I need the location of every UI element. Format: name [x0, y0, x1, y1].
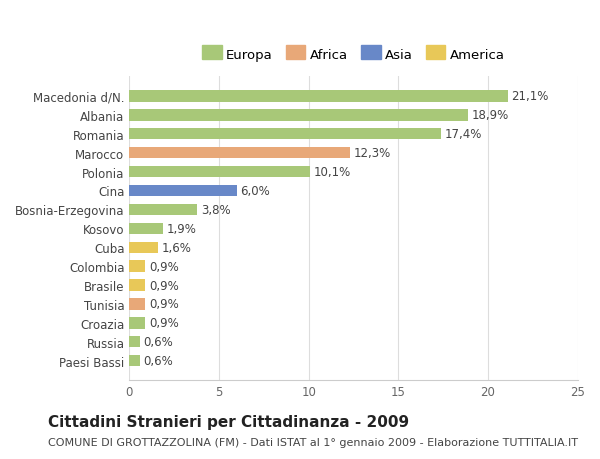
Text: 17,4%: 17,4%	[445, 128, 482, 141]
Text: 1,6%: 1,6%	[161, 241, 191, 254]
Text: 18,9%: 18,9%	[472, 109, 509, 122]
Text: 0,6%: 0,6%	[144, 354, 173, 367]
Bar	[130, 280, 145, 291]
Text: 0,9%: 0,9%	[149, 298, 179, 311]
Text: COMUNE DI GROTTAZZOLINA (FM) - Dati ISTAT al 1° gennaio 2009 - Elaborazione TUTT: COMUNE DI GROTTAZZOLINA (FM) - Dati ISTA…	[48, 437, 578, 448]
Legend: Europa, Africa, Asia, America: Europa, Africa, Asia, America	[199, 45, 509, 66]
Bar	[130, 318, 145, 329]
Bar	[130, 336, 140, 347]
Text: 0,9%: 0,9%	[149, 317, 179, 330]
Text: 10,1%: 10,1%	[314, 166, 351, 179]
Text: 0,6%: 0,6%	[144, 336, 173, 348]
Text: Cittadini Stranieri per Cittadinanza - 2009: Cittadini Stranieri per Cittadinanza - 2…	[48, 414, 409, 429]
Text: 12,3%: 12,3%	[353, 147, 391, 160]
Bar	[130, 91, 508, 102]
Bar	[130, 261, 145, 272]
Bar	[130, 185, 237, 197]
Bar	[130, 223, 163, 235]
Bar	[130, 148, 350, 159]
Bar	[130, 110, 468, 121]
Bar	[130, 167, 310, 178]
Text: 1,9%: 1,9%	[167, 222, 197, 235]
Bar	[130, 299, 145, 310]
Text: 0,9%: 0,9%	[149, 279, 179, 292]
Text: 6,0%: 6,0%	[241, 185, 270, 197]
Bar	[130, 129, 442, 140]
Text: 21,1%: 21,1%	[511, 90, 548, 103]
Text: 0,9%: 0,9%	[149, 260, 179, 273]
Text: 3,8%: 3,8%	[201, 203, 230, 216]
Bar	[130, 242, 158, 253]
Bar	[130, 355, 140, 367]
Bar	[130, 204, 197, 216]
